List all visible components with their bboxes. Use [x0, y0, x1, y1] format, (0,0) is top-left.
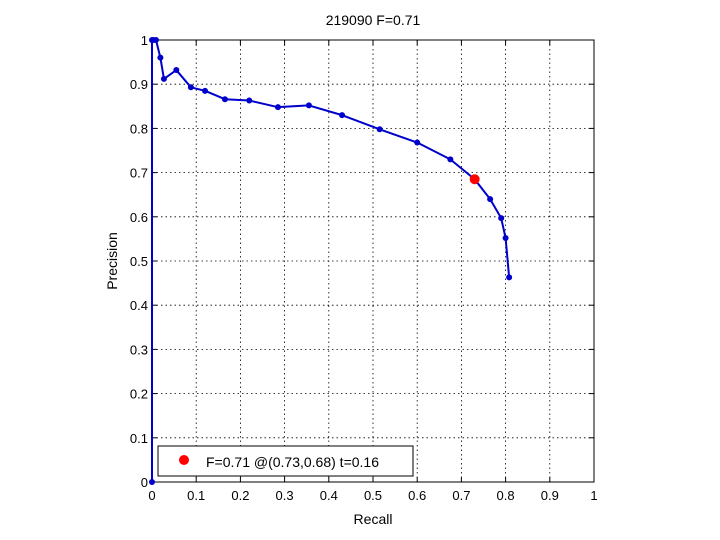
legend-box [157, 445, 414, 477]
series-point [414, 139, 421, 146]
y-tick-label: 0 [141, 475, 148, 490]
series-point [506, 274, 513, 281]
x-tick-label: 0.3 [276, 488, 294, 503]
grid [152, 40, 594, 482]
y-tick-label: 0.9 [130, 77, 148, 92]
series-point [202, 87, 209, 94]
series-point [246, 97, 253, 104]
legend-entry: F=0.71 @(0.73,0.68) t=0.16 [206, 454, 379, 470]
y-tick-label: 1 [141, 33, 148, 48]
series-point [447, 156, 454, 163]
highlight-layer [469, 174, 480, 185]
series-point [152, 37, 159, 43]
x-tick-label: 0.5 [364, 488, 382, 503]
y-tick-label: 0.1 [130, 431, 148, 446]
chart-title: 219090 F=0.71 [326, 12, 421, 28]
y-axis-label: Precision [104, 232, 120, 290]
series-line [151, 39, 511, 482]
x-tick-label: 0.6 [408, 488, 426, 503]
ticks: 0 0.1 0.2 0.3 0.4 0.5 0.6 0.7 0.8 0.9 1 0 0.1 0.2 0.3 0… [130, 33, 598, 503]
series-point [376, 126, 383, 133]
x-tick-label: 0.7 [452, 488, 470, 503]
x-tick-label: 0.9 [541, 488, 559, 503]
series-point [173, 67, 180, 74]
x-tick-label: 0.1 [187, 488, 205, 503]
series-point [274, 104, 281, 111]
series-point [157, 54, 164, 61]
y-tick-label: 0.7 [130, 166, 148, 181]
series-point [339, 112, 346, 119]
series-point [498, 215, 505, 222]
y-tick-label: 0.3 [130, 342, 148, 357]
series-point [149, 479, 155, 485]
best-f-point [469, 174, 480, 185]
series-point [160, 75, 167, 82]
y-tick-label: 0.8 [130, 121, 148, 136]
x-tick-label: 0.8 [497, 488, 515, 503]
x-tick-label: 0.2 [231, 488, 249, 503]
series-point [221, 96, 228, 103]
x-tick-label: 0.4 [320, 488, 338, 503]
series-point [487, 196, 494, 203]
y-tick-label: 0.6 [130, 210, 148, 225]
y-tick-label: 0.4 [130, 298, 148, 313]
series-point [502, 235, 509, 242]
y-tick-label: 0.2 [130, 387, 148, 402]
series-point [305, 102, 312, 109]
x-tick-label: 1 [590, 488, 597, 503]
legend: F=0.71 @(0.73,0.68) t=0.16 [157, 445, 414, 477]
x-tick-label: 0 [148, 488, 155, 503]
series-point [187, 84, 194, 91]
legend-marker-icon [179, 455, 189, 465]
x-axis-label: Recall [354, 511, 393, 527]
y-tick-label: 0.5 [130, 254, 148, 269]
